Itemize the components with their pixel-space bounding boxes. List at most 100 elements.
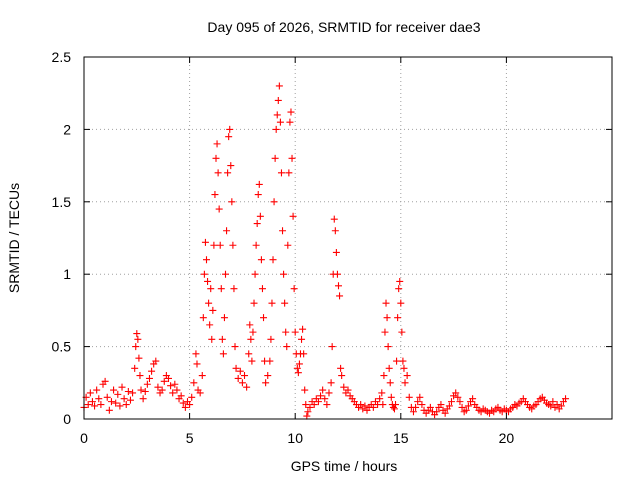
data-point — [337, 364, 345, 372]
data-point — [107, 398, 115, 406]
x-axis-title: GPS time / hours — [291, 458, 398, 474]
data-point — [395, 285, 403, 293]
data-point — [225, 133, 233, 141]
data-point — [437, 401, 445, 409]
data-point — [286, 118, 294, 126]
x-tick-label: 0 — [80, 430, 88, 446]
x-axis-ticks: 0 5 10 15 20 — [80, 57, 514, 446]
data-point — [398, 328, 406, 336]
data-point — [331, 227, 339, 235]
data-point — [215, 205, 223, 213]
data-point — [394, 314, 402, 322]
data-point — [218, 335, 226, 343]
data-point — [238, 379, 246, 387]
data-point — [383, 314, 391, 322]
data-point — [120, 395, 128, 403]
data-point — [321, 395, 329, 403]
y-axis-ticks: 0 0.5 1 1.5 2 2.5 — [52, 49, 612, 427]
data-point — [214, 169, 222, 177]
data-point — [452, 389, 460, 397]
data-point — [268, 299, 276, 307]
data-point — [139, 395, 147, 403]
data-point — [400, 364, 408, 372]
data-point — [274, 96, 282, 104]
data-point — [403, 372, 411, 380]
data-point — [386, 379, 394, 387]
data-point — [143, 380, 151, 388]
data-point — [247, 335, 255, 343]
data-point — [300, 350, 308, 358]
data-point — [336, 292, 344, 300]
data-point — [103, 393, 111, 401]
data-point — [378, 389, 386, 397]
data-point — [393, 357, 401, 365]
data-point — [236, 367, 244, 375]
y-tick-label: 2.5 — [52, 49, 72, 65]
data-point — [206, 321, 214, 329]
data-point — [202, 256, 210, 264]
data-point — [91, 402, 99, 410]
data-point — [340, 383, 348, 391]
data-point — [257, 256, 265, 264]
data-point — [207, 285, 215, 293]
data-point — [330, 215, 338, 223]
data-point — [396, 277, 404, 285]
data-point — [188, 393, 196, 401]
data-point — [333, 270, 341, 278]
data-point — [211, 191, 219, 199]
data-point — [469, 395, 477, 403]
y-tick-label: 0.5 — [52, 339, 72, 355]
data-point — [234, 374, 242, 382]
data-point — [95, 395, 103, 403]
data-point — [277, 169, 285, 177]
data-point — [158, 386, 166, 394]
data-point — [270, 198, 278, 206]
grid-lines — [84, 57, 612, 419]
data-point — [250, 299, 258, 307]
data-point — [409, 408, 417, 416]
data-point — [169, 389, 177, 397]
data-point — [245, 350, 253, 358]
data-point — [160, 377, 168, 385]
data-point — [462, 406, 470, 414]
data-point — [198, 372, 206, 380]
data-point — [131, 364, 139, 372]
data-point — [267, 335, 275, 343]
data-point — [397, 299, 405, 307]
data-point — [122, 401, 130, 409]
data-point — [190, 379, 198, 387]
data-point — [196, 389, 204, 397]
data-point — [205, 299, 213, 307]
data-point — [114, 390, 122, 398]
data-point — [290, 285, 298, 293]
chart-title: Day 095 of 2026, SRMTID for receiver dae… — [207, 19, 480, 35]
data-point — [135, 354, 143, 362]
data-point — [547, 402, 555, 410]
data-point — [228, 198, 236, 206]
data-point — [401, 379, 409, 387]
data-point — [112, 399, 120, 407]
data-point — [88, 398, 96, 406]
data-point — [213, 140, 221, 148]
data-point — [272, 125, 280, 133]
data-point — [392, 401, 400, 409]
data-point — [279, 227, 287, 235]
data-point — [256, 212, 264, 220]
data-point — [387, 393, 395, 401]
data-point — [129, 389, 137, 397]
data-point — [230, 285, 238, 293]
data-point — [258, 285, 266, 293]
data-point — [204, 277, 212, 285]
data-point — [217, 285, 225, 293]
data-point — [252, 241, 260, 249]
plot-frame — [83, 56, 613, 420]
data-point — [293, 364, 301, 372]
x-tick-label: 5 — [186, 430, 194, 446]
data-point — [84, 401, 92, 409]
data-point — [181, 403, 189, 411]
y-tick-label: 1.5 — [52, 194, 72, 210]
data-point — [246, 321, 254, 329]
data-point — [199, 314, 207, 322]
data-point — [273, 111, 281, 119]
